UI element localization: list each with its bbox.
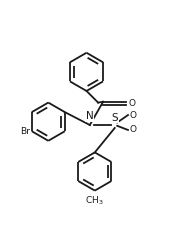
Text: O: O	[129, 110, 136, 120]
Text: S: S	[111, 112, 118, 122]
Text: O: O	[129, 126, 136, 134]
Text: N: N	[86, 111, 94, 121]
Text: Br: Br	[20, 127, 30, 136]
Text: CH$_3$: CH$_3$	[85, 195, 104, 207]
Text: O: O	[129, 99, 136, 108]
